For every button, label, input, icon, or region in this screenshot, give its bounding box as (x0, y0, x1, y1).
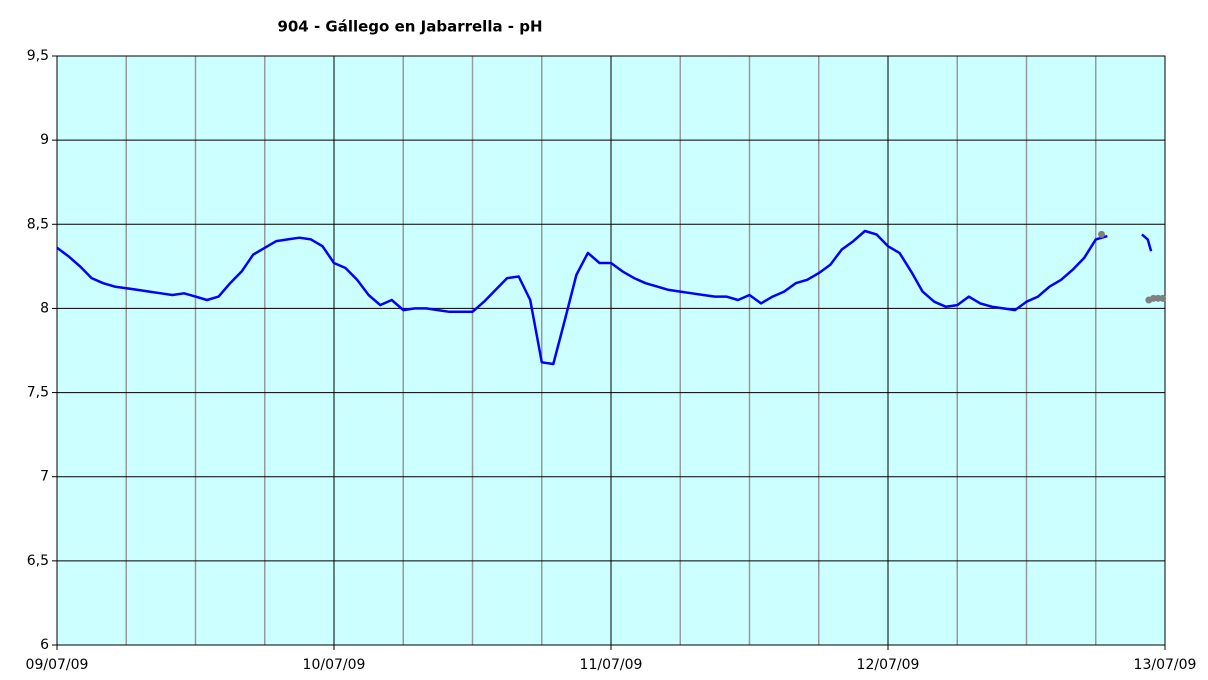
point (1159, 294, 1167, 302)
y-tick-label: 8 (40, 300, 49, 316)
plot-border (56, 55, 1166, 646)
y-tick-label: 6,5 (27, 553, 49, 569)
x-tick-label: 09/07/09 (26, 657, 89, 673)
chart-title: 904 - Gállego en Jabarrella - pH (277, 18, 542, 36)
y-tick-label: 7 (40, 469, 49, 485)
x-tick-label: 10/07/09 (303, 657, 366, 673)
y-tick-label: 7,5 (27, 385, 49, 401)
x-tick-label: 11/07/09 (580, 657, 643, 673)
y-tick-label: 8,5 (27, 216, 49, 232)
x-tick-label: 12/07/09 (857, 657, 920, 673)
point (1098, 230, 1106, 238)
x-tick-label: 13/07/09 (1134, 657, 1197, 673)
y-tick-label: 6 (40, 637, 49, 653)
y-tick-label: 9,5 (27, 48, 49, 64)
series-line (56, 229, 1153, 366)
y-tick-label: 9 (40, 132, 49, 148)
